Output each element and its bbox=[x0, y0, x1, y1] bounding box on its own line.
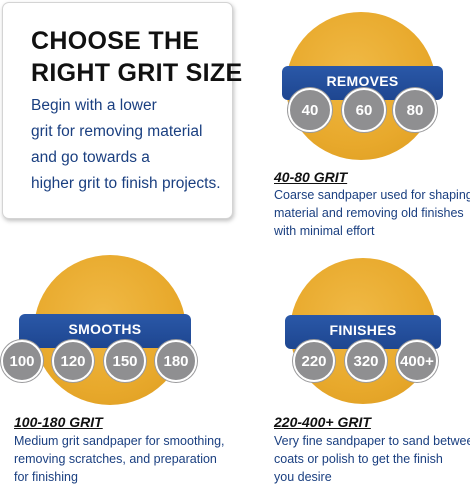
grit-chip: 80 bbox=[393, 88, 437, 132]
grit-chip: 60 bbox=[342, 88, 386, 132]
desc-line: material and removing old finishes bbox=[274, 206, 464, 220]
grit-band-smooths: SMOOTHS bbox=[19, 314, 191, 348]
intro-card: CHOOSE THE RIGHT GRIT SIZE Begin with a … bbox=[2, 2, 243, 219]
grit-chip: 150 bbox=[104, 340, 146, 382]
intro-title-line: CHOOSE THE bbox=[31, 27, 200, 55]
intro-title: CHOOSE THE RIGHT GRIT SIZE bbox=[31, 25, 243, 89]
grit-description-medium: Medium grit sandpaper for smoothing, rem… bbox=[14, 432, 225, 486]
grit-chip: 180 bbox=[155, 340, 197, 382]
desc-line: with minimal effort bbox=[274, 224, 375, 238]
grit-chip: 40 bbox=[288, 88, 332, 132]
intro-body-line: Begin with a lower bbox=[31, 97, 157, 114]
grit-chip: 100 bbox=[1, 340, 43, 382]
intro-title-line: RIGHT GRIT SIZE bbox=[31, 59, 243, 87]
intro-body-line: grit for removing material bbox=[31, 123, 203, 140]
desc-line: removing scratches, and preparation bbox=[14, 452, 217, 466]
grit-chip: 320 bbox=[345, 340, 387, 382]
grit-description-coarse: Coarse sandpaper used for shaping materi… bbox=[274, 186, 470, 240]
desc-line: Coarse sandpaper used for shaping bbox=[274, 188, 470, 202]
intro-body-line: and go towards a bbox=[31, 149, 150, 166]
desc-line: coats or polish to get the finish bbox=[274, 452, 443, 466]
grit-heading-coarse: 40-80 GRIT bbox=[274, 169, 348, 185]
grit-heading-fine: 220-400+ GRIT bbox=[274, 414, 371, 430]
grit-chip: 400+ bbox=[396, 340, 438, 382]
desc-line: for finishing bbox=[14, 470, 78, 484]
desc-line: you desire bbox=[274, 470, 332, 484]
grit-description-fine: Very fine sandpaper to sand between coat… bbox=[274, 432, 470, 486]
grit-heading-medium: 100-180 GRIT bbox=[14, 414, 103, 430]
grit-chip: 120 bbox=[52, 340, 94, 382]
desc-line: Medium grit sandpaper for smoothing, bbox=[14, 434, 225, 448]
intro-body-line: higher grit to finish projects. bbox=[31, 175, 221, 192]
desc-line: Very fine sandpaper to sand between bbox=[274, 434, 470, 448]
intro-body: Begin with a lower grit for removing mat… bbox=[31, 93, 231, 197]
grit-chip: 220 bbox=[293, 340, 335, 382]
